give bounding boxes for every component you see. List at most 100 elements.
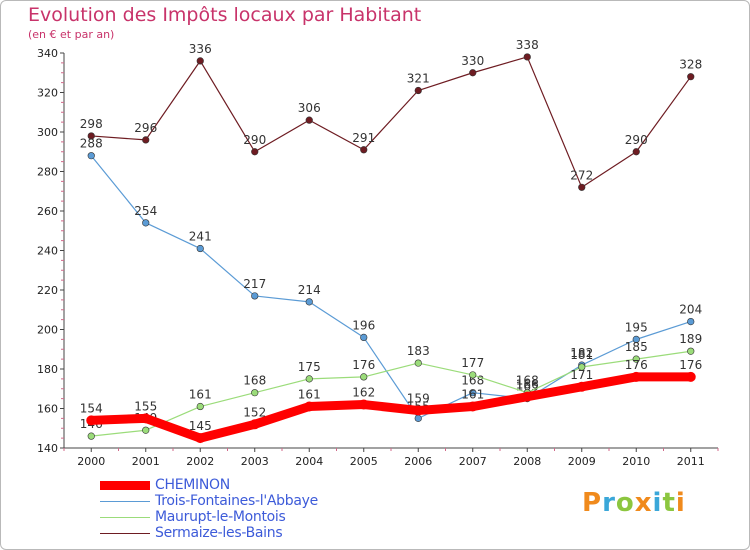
- data-point: [87, 432, 95, 440]
- data-label: 338: [516, 38, 539, 52]
- x-tick-label: 2006: [404, 455, 432, 468]
- series-line: [90, 350, 692, 437]
- y-tick-label: 180: [37, 363, 58, 376]
- data-label: 298: [80, 117, 103, 131]
- data-point: [142, 219, 150, 227]
- data-label: 217: [243, 277, 266, 291]
- x-tick-label: 2000: [77, 455, 105, 468]
- x-tick-label: 2008: [513, 455, 541, 468]
- x-tick-label: 2007: [459, 455, 487, 468]
- x-tick-label: 2011: [677, 455, 705, 468]
- x-tick-label: 2001: [132, 455, 160, 468]
- data-point: [251, 148, 259, 156]
- data-point: [305, 375, 313, 383]
- data-label: 183: [407, 344, 430, 358]
- y-tick-label: 280: [37, 166, 58, 179]
- data-point: [360, 333, 368, 342]
- legend-swatch: [100, 533, 150, 534]
- data-label: 272: [570, 168, 593, 182]
- data-label: 154: [80, 401, 103, 415]
- legend-label: Maurupt-le-Montois: [155, 509, 286, 525]
- data-point: [578, 183, 586, 191]
- data-point: [251, 292, 259, 300]
- proxiti-logo: Proxiti: [582, 488, 686, 518]
- data-point: [142, 426, 150, 434]
- data-label: 171: [570, 368, 593, 382]
- data-point: [142, 136, 150, 144]
- y-tick-label: 260: [37, 205, 58, 218]
- data-point: [414, 359, 422, 367]
- data-point: [685, 371, 696, 382]
- data-point: [632, 335, 640, 343]
- data-label: 162: [352, 386, 375, 400]
- chart-subtitle: (en € et par an): [28, 28, 115, 41]
- data-point: [360, 373, 368, 381]
- y-tick-label: 200: [37, 324, 58, 337]
- data-point: [304, 401, 315, 412]
- x-tick-label: 2005: [350, 455, 378, 468]
- data-label: 328: [679, 58, 702, 72]
- x-tick-label: 2003: [241, 455, 269, 468]
- data-label: 306: [298, 101, 321, 115]
- data-label: 182: [570, 346, 593, 360]
- data-point: [414, 86, 422, 95]
- data-label: 241: [189, 230, 212, 244]
- data-point: [522, 391, 533, 402]
- series-line: [86, 372, 696, 443]
- data-point: [687, 318, 695, 326]
- y-tick-label: 220: [37, 284, 58, 297]
- data-point: [632, 355, 640, 363]
- data-point: [413, 405, 424, 416]
- data-point: [251, 389, 259, 397]
- data-label: 195: [625, 320, 648, 334]
- data-label: 166: [516, 378, 539, 392]
- data-label: 159: [407, 391, 430, 405]
- y-tick-label: 300: [37, 126, 58, 139]
- data-point: [86, 415, 97, 426]
- data-point: [195, 433, 206, 444]
- data-point: [469, 389, 477, 397]
- data-label: 145: [189, 419, 212, 433]
- data-point: [469, 371, 477, 379]
- data-point: [523, 53, 531, 61]
- data-point: [687, 347, 695, 355]
- data-point: [687, 73, 695, 81]
- y-tick-label: 140: [37, 442, 58, 455]
- y-tick-label: 240: [37, 245, 58, 258]
- data-label: 168: [243, 374, 266, 388]
- data-point: [196, 57, 204, 65]
- data-point: [305, 298, 313, 306]
- data-label: 181: [570, 348, 593, 362]
- y-tick-label: 160: [37, 403, 58, 416]
- data-label: 185: [625, 340, 648, 354]
- data-point: [140, 413, 151, 424]
- x-tick-label: 2009: [568, 455, 596, 468]
- data-label: 175: [298, 360, 321, 374]
- data-point: [467, 401, 478, 412]
- data-label: 290: [243, 133, 266, 147]
- data-label: 196: [352, 318, 375, 332]
- data-label: 330: [461, 54, 484, 68]
- legend-swatch: [100, 517, 150, 518]
- legend-swatch: [100, 501, 150, 502]
- legend-label: CHEMINON: [155, 477, 230, 493]
- data-point: [360, 146, 368, 154]
- series-line: [90, 155, 692, 419]
- x-tick-label: 2004: [295, 455, 323, 468]
- chart-title: Evolution des Impôts locaux par Habitant: [28, 4, 422, 26]
- data-label: 161: [298, 388, 321, 402]
- data-label: 288: [80, 137, 103, 151]
- data-label: 155: [134, 399, 157, 413]
- data-point: [414, 414, 422, 422]
- data-point: [196, 402, 204, 411]
- data-label: 254: [134, 204, 157, 218]
- x-tick-label: 2002: [186, 455, 214, 468]
- data-point: [469, 69, 477, 77]
- data-label: 336: [189, 42, 212, 56]
- data-label: 291: [352, 131, 375, 145]
- data-point: [87, 152, 95, 160]
- data-point: [578, 363, 586, 371]
- plot-area: [64, 53, 718, 448]
- data-label: 176: [679, 358, 702, 372]
